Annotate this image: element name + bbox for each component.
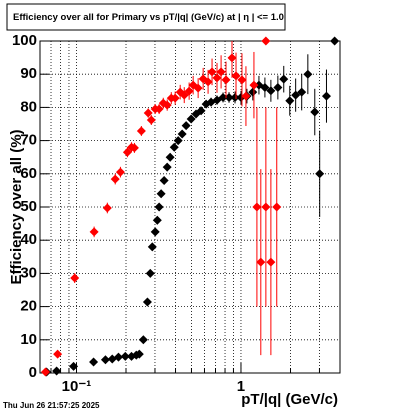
y-tick-label: 10 [20, 331, 37, 348]
plot-frame [39, 40, 341, 374]
data-point [310, 107, 320, 117]
data-point [256, 257, 266, 267]
data-point [143, 108, 153, 118]
data-point [249, 80, 259, 90]
data-point [273, 82, 283, 92]
footer-date: Thu Jun 26 21:57:25 2025 [3, 401, 100, 410]
data-point [303, 69, 313, 79]
y-tick-label: 50 [20, 198, 37, 215]
data-point [177, 129, 187, 139]
data-point [138, 335, 148, 345]
data-point [291, 90, 301, 100]
data-point [227, 53, 237, 63]
data-point [186, 114, 196, 124]
data-point [89, 227, 99, 237]
data-point [89, 357, 99, 367]
data-point [248, 87, 258, 97]
data-point [159, 175, 169, 185]
data-point [173, 136, 183, 146]
data-point [193, 83, 203, 93]
data-point [297, 87, 307, 97]
y-tick-label: 0 [29, 364, 37, 381]
data-point [152, 215, 162, 225]
data-point [170, 93, 180, 103]
data-point [40, 367, 50, 377]
data-point [266, 86, 276, 96]
y-tick-label: 40 [20, 231, 37, 248]
data-point [142, 297, 152, 307]
data-point [122, 147, 132, 157]
data-point [181, 121, 191, 131]
data-point [230, 92, 240, 102]
data-point [285, 96, 295, 106]
data-point [52, 366, 62, 376]
data-point [260, 82, 270, 92]
data-point [53, 349, 63, 359]
data-point [184, 86, 194, 96]
data-point [272, 202, 282, 212]
data-point [321, 91, 331, 101]
data-point [261, 202, 271, 212]
data-point [154, 202, 164, 212]
data-point [70, 273, 80, 283]
data-point [221, 75, 231, 85]
data-point [165, 152, 175, 162]
data-point [146, 115, 156, 125]
y-tick-label: 60 [20, 165, 37, 182]
data-point [252, 202, 262, 212]
plot-area: 0 10 20 30 40 50 60 70 80 90 100 10⁻¹ 1 [12, 32, 341, 395]
data-point [237, 75, 247, 85]
data-point [129, 143, 139, 153]
title-box [6, 3, 286, 31]
data-point [154, 104, 164, 114]
data-point [147, 242, 157, 252]
data-point [241, 91, 251, 101]
data-point [110, 174, 120, 184]
data-point [203, 77, 213, 87]
chart-title: Efficiency over all for Primary vs pT/|q… [13, 12, 284, 23]
data-point [115, 167, 125, 177]
data-point [120, 351, 130, 361]
data-point [156, 189, 166, 199]
data-point [100, 355, 110, 365]
data-point [196, 106, 206, 116]
y-axis-label: Efficiency over all (%) [8, 129, 25, 284]
data-point [218, 92, 228, 102]
data-point [315, 169, 325, 179]
y-tick-label: 30 [20, 264, 37, 281]
data-point [169, 142, 179, 152]
data-point [145, 268, 155, 278]
y-tick-label: 100 [12, 32, 37, 49]
data-point [261, 36, 271, 46]
data-point [136, 126, 146, 136]
x-tick-label: 1 [237, 378, 245, 395]
data-point [224, 92, 234, 102]
data-point [330, 36, 340, 46]
data-point [266, 257, 276, 267]
x-tick-label: 10⁻¹ [62, 378, 92, 395]
data-point [216, 67, 226, 77]
data-point [69, 361, 79, 371]
data-point [102, 203, 112, 213]
data-point [113, 352, 123, 362]
data-point [150, 227, 160, 237]
y-tick-label: 80 [20, 98, 37, 115]
data-point [162, 100, 172, 110]
data-point [207, 67, 217, 77]
y-tick-label: 20 [20, 298, 37, 315]
data-point [162, 162, 172, 172]
data-point [231, 71, 241, 81]
data-point [134, 349, 144, 359]
y-tick-label: 70 [20, 132, 37, 149]
x-axis-label: pT/|q| (GeV/c) [241, 391, 338, 408]
data-point [212, 73, 222, 83]
data-point [279, 74, 289, 84]
y-tick-label: 90 [20, 65, 37, 82]
